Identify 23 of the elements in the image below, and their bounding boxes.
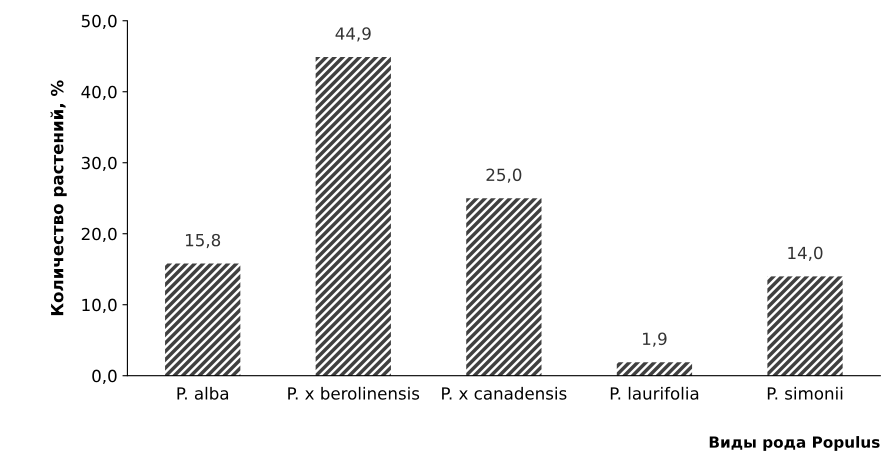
- y-tick-label: 50,0: [82, 14, 117, 30]
- y-tick-label: 30,0: [82, 156, 117, 172]
- y-tick-label: 10,0: [82, 298, 117, 313]
- x-tick-label: P. alba: [178, 386, 228, 400]
- x-axis-title: Виды рода Populus: [710, 436, 880, 451]
- y-axis-title: Количество растений, %: [50, 80, 67, 316]
- x-tick-label: P. simonii: [768, 386, 842, 400]
- bar: [767, 276, 843, 376]
- data-label: 15,8: [186, 234, 220, 248]
- bar: [316, 56, 391, 376]
- data-label: 25,0: [486, 168, 522, 183]
- y-tick-label: 0,0: [92, 370, 117, 384]
- x-tick-label: P. x berolinensis: [288, 386, 420, 400]
- y-tick-label: 20,0: [82, 228, 117, 242]
- data-label: 44,9: [336, 27, 371, 42]
- y-tick-label: 40,0: [81, 86, 117, 100]
- x-tick-label: P. x canadensis: [442, 386, 566, 400]
- data-label: 1,9: [643, 332, 667, 347]
- bar: [165, 264, 240, 376]
- bar: [616, 362, 692, 376]
- data-label: 14,0: [788, 246, 822, 261]
- bar: [466, 198, 542, 376]
- x-tick-label: P. laurifolia: [610, 386, 698, 400]
